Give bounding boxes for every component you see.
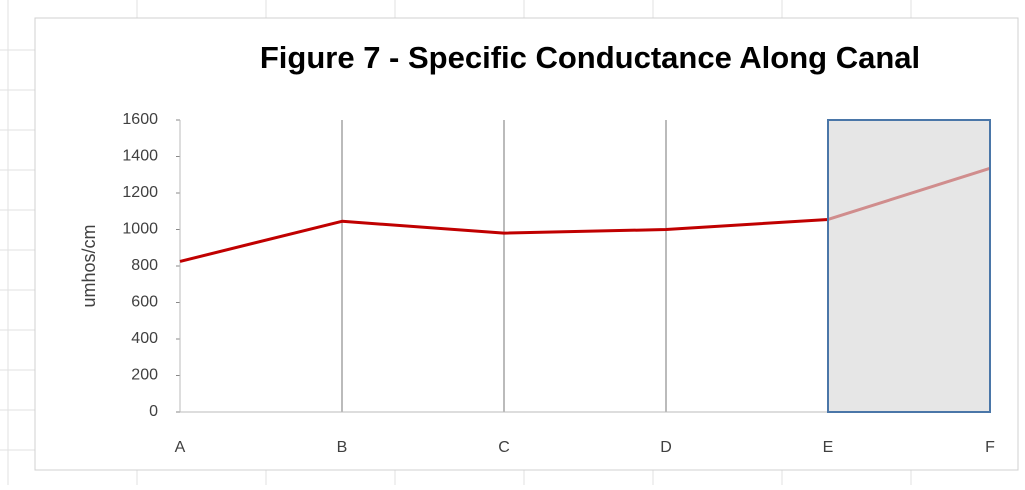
y-tick-label: 200: [131, 367, 158, 384]
chart-title: Figure 7 - Specific Conductance Along Ca…: [260, 40, 920, 75]
y-tick-label: 600: [131, 294, 158, 311]
selection-overlay: [827, 119, 991, 413]
x-tick-label: C: [498, 439, 510, 456]
x-tick-label: D: [660, 439, 672, 456]
y-tick-label: 1600: [122, 111, 158, 128]
y-tick-label: 1200: [122, 184, 158, 201]
x-tick-label: F: [985, 439, 995, 456]
y-tick-label: 1000: [122, 221, 158, 238]
x-tick-label: A: [175, 439, 186, 456]
y-tick-label: 1400: [122, 148, 158, 165]
y-tick-label: 800: [131, 257, 158, 274]
y-tick-label: 400: [131, 330, 158, 347]
x-tick-label: E: [823, 439, 834, 456]
y-axis-label: umhos/cm: [79, 224, 99, 307]
x-tick-label: B: [337, 439, 348, 456]
y-tick-label: 0: [149, 403, 158, 420]
